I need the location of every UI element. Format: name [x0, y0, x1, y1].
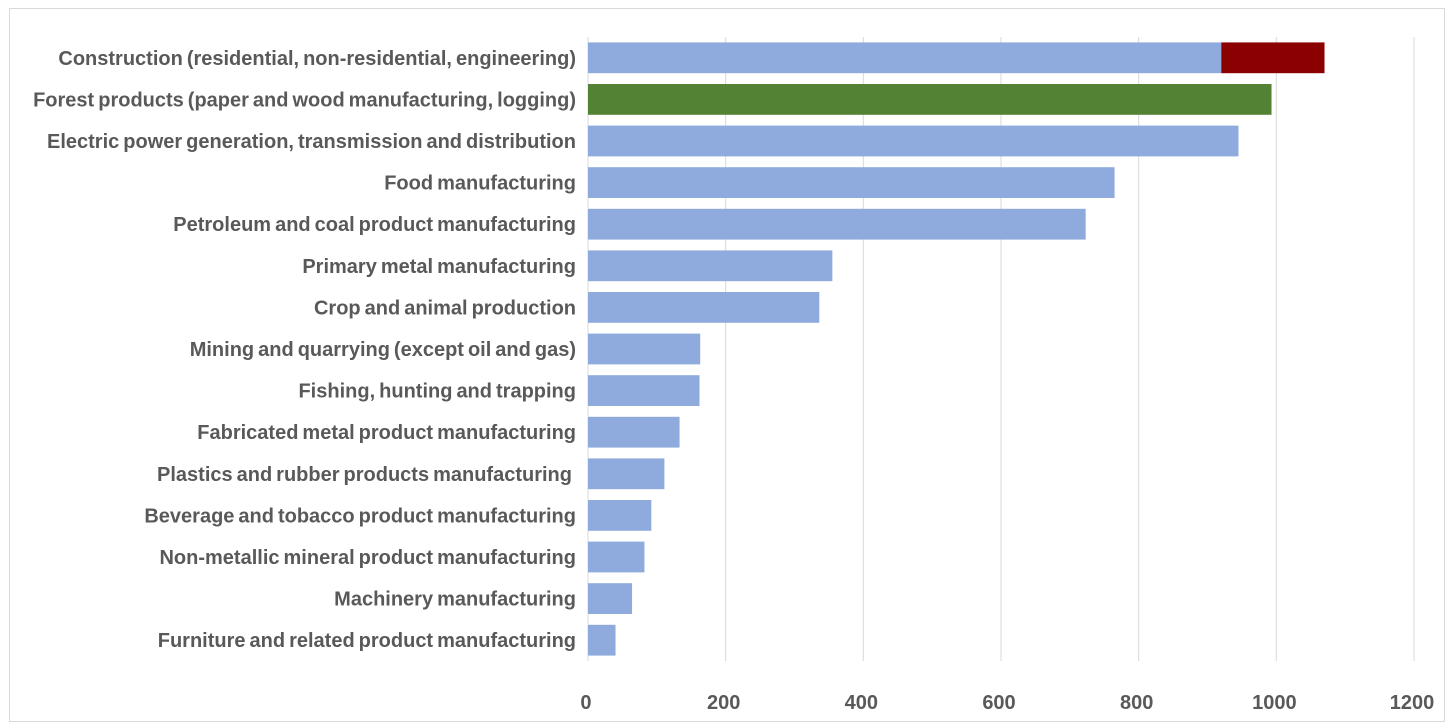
category-label: Crop and animal production [314, 297, 580, 319]
category-label: Beverage and tobacco product manufacturi… [144, 505, 580, 527]
category-label: Primary metal manufacturing [302, 256, 580, 278]
x-tick-label: 400 [845, 692, 882, 714]
category-label: Non-metallic mineral product manufacturi… [159, 547, 580, 569]
category-label: Forest products (paper and wood manufact… [33, 89, 580, 111]
x-tick-label: 1000 [1252, 692, 1301, 714]
bar-segment-main [588, 375, 700, 406]
x-tick-label: 1200 [1390, 692, 1439, 714]
bar-segment-extra [1221, 42, 1325, 74]
x-tick-label: 0 [580, 692, 595, 714]
bar-segment-main [588, 84, 1272, 115]
bar-segment-main [588, 500, 652, 531]
bar-segment-main [588, 250, 833, 282]
category-label: Machinery manufacturing [334, 589, 580, 611]
bar-segment-main [588, 42, 1222, 74]
category-label: Food manufacturing [384, 173, 580, 195]
category-label: Plastics and rubber products manufacturi… [157, 464, 580, 486]
x-tick-label: 200 [707, 692, 744, 714]
category-label: Fishing, hunting and trapping [298, 381, 580, 403]
bar-segment-main [588, 583, 633, 614]
category-label: Construction (residential, non-residenti… [58, 48, 580, 70]
category-label: Furniture and related product manufactur… [158, 630, 580, 652]
x-tick-labels: 0 200 400 600 800 1000 1200 [580, 692, 1438, 714]
bar-segment-main [588, 416, 680, 448]
bars [588, 42, 1325, 656]
bar-chart: Construction (residential, non-residenti… [33, 37, 1438, 714]
category-label: Electric power generation, transmission … [47, 131, 580, 153]
category-label: Petroleum and coal product manufacturing [173, 214, 580, 236]
bar-segment-main [588, 167, 1115, 198]
x-tick-label: 800 [1120, 692, 1157, 714]
bar-segment-main [588, 333, 701, 365]
bar-segment-main [588, 458, 665, 490]
category-label: Fabricated metal product manufacturing [197, 422, 580, 444]
bar-segment-main [588, 208, 1086, 240]
chart-frame: Construction (residential, non-residenti… [9, 8, 1445, 722]
bar-segment-main [588, 541, 645, 573]
category-label: Mining and quarrying (except oil and gas… [190, 339, 580, 361]
x-tick-label: 600 [982, 692, 1019, 714]
bar-segment-main [588, 624, 616, 656]
bar-segment-main [588, 125, 1239, 157]
category-labels: Construction (residential, non-residenti… [33, 48, 580, 652]
bar-segment-main [588, 292, 820, 323]
